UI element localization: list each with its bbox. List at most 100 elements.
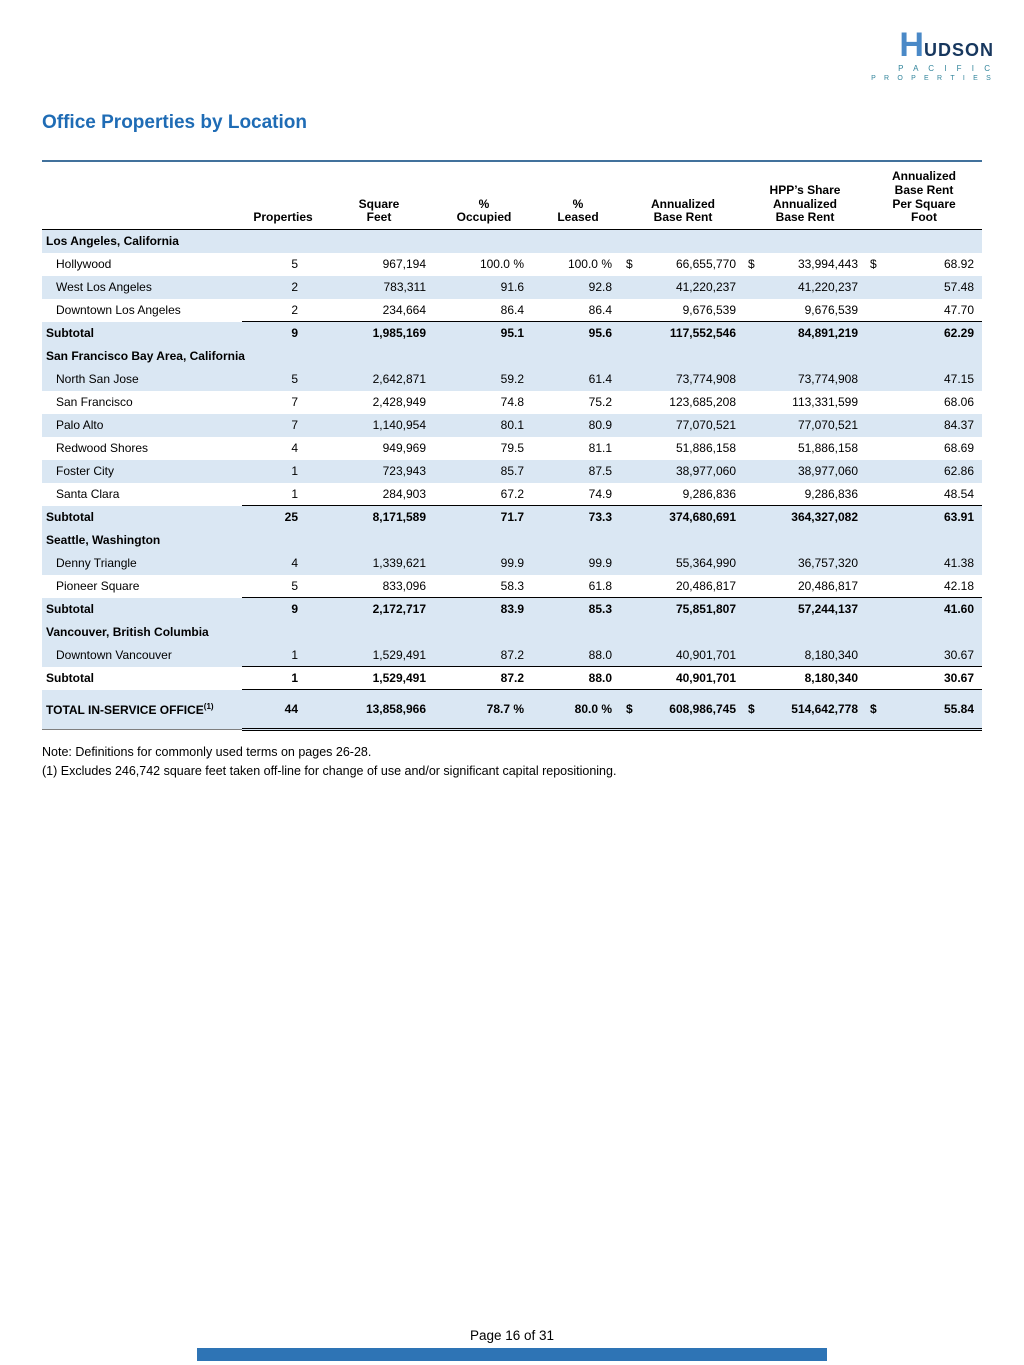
header-annualized-base-rent: Annualized Base Rent xyxy=(622,161,744,231)
cell-psf: 57.48 xyxy=(866,275,982,299)
cell-occupied: 83.9 xyxy=(434,597,534,621)
row-label: TOTAL IN-SERVICE OFFICE(1) xyxy=(42,689,242,730)
cell-hpp_abr: 57,244,137 xyxy=(744,597,866,621)
report-content: Office Properties by Location Properties… xyxy=(42,112,982,781)
row-label: Pioneer Square xyxy=(56,579,140,594)
page-number: Page 16 of 31 xyxy=(469,1328,555,1343)
section-label: Los Angeles, California xyxy=(42,229,982,253)
city-row: Denny Triangle 4 1,339,621 99.9 99.9 55,364,9… xyxy=(42,551,982,575)
cell-abr: 41,220,237 xyxy=(622,275,744,299)
dollar-sign: $ xyxy=(748,702,755,717)
row-label: San Francisco xyxy=(56,395,133,410)
office-properties-table: Properties Square Feet % Occupied % Leas… xyxy=(42,160,982,732)
cell-leased: 61.8 xyxy=(534,574,622,599)
logo-hudson-text: UDSON xyxy=(923,40,994,60)
row-label: Denny Triangle xyxy=(42,551,242,575)
row-label: Downtown Los Angeles xyxy=(56,303,181,318)
cell-properties: 1 xyxy=(242,666,324,691)
row-label: Hollywood xyxy=(56,257,112,272)
cell-hpp_abr: 41,220,237 xyxy=(744,275,866,299)
cell-leased: 88.0 xyxy=(534,666,622,691)
cell-psf: $68.92 xyxy=(870,257,974,272)
cell-leased: 75.2 xyxy=(588,395,612,410)
cell-psf: 41.38 xyxy=(866,551,982,575)
table-body: Los Angeles, California Hollywood 5 967,194… xyxy=(42,229,982,732)
cell-psf: 62.29 xyxy=(866,321,982,345)
cell-hpp_abr: 8,180,340 xyxy=(744,666,866,691)
cell-properties: 5 xyxy=(242,367,324,391)
dollar-sign: $ xyxy=(748,257,755,272)
cell-properties: 7 xyxy=(291,395,298,410)
cell-sqft: 2,172,717 xyxy=(324,597,434,621)
header-properties: Properties xyxy=(242,161,324,231)
cell-occupied: 86.4 xyxy=(434,298,534,323)
cell-psf: 63.91 xyxy=(866,505,982,529)
cell-properties: 2 xyxy=(242,275,324,299)
section-label: San Francisco Bay Area, California xyxy=(42,344,982,368)
cell-abr: 117,552,546 xyxy=(622,321,744,345)
cell-hpp_abr: 84,891,219 xyxy=(744,321,866,345)
city-row: Redwood Shores 4 949,969 79.5 81.1 51,886,158… xyxy=(42,437,982,460)
cell-leased: 74.9 xyxy=(534,482,622,507)
cell-abr: 9,676,539 xyxy=(622,298,744,323)
section-header-row: Seattle, Washington xyxy=(42,528,982,552)
cell-properties: 4 xyxy=(242,551,324,575)
row-label: Downtown Vancouver xyxy=(42,643,242,667)
cell-hpp_abr: 38,977,060 xyxy=(744,459,866,483)
cell-hpp_abr: $514,642,778 xyxy=(744,689,866,732)
dollar-sign: $ xyxy=(626,702,633,717)
cell-abr: $608,986,745 xyxy=(622,689,744,732)
cell-psf: 62.86 xyxy=(866,459,982,483)
cell-leased: 73.3 xyxy=(534,505,622,529)
cell-leased: 85.3 xyxy=(534,597,622,621)
logo-properties-text: P R O P E R T I E S xyxy=(871,75,994,82)
cell-occupied: 80.1 xyxy=(434,413,534,437)
dollar-sign: $ xyxy=(870,257,877,272)
cell-properties: 5 xyxy=(291,257,298,272)
cell-leased: 81.1 xyxy=(588,441,612,456)
cell-sqft: 723,943 xyxy=(324,459,434,483)
cell-properties: 5 xyxy=(242,574,324,599)
cell-sqft: 2,428,949 xyxy=(372,395,426,410)
cell-hpp_abr: 8,180,340 xyxy=(744,643,866,668)
city-row: Pioneer Square 5 833,096 58.3 61.8 20,486,817… xyxy=(42,574,982,599)
cell-properties: 9 xyxy=(242,597,324,621)
city-row: North San Jose 5 2,642,871 59.2 61.4 73,774,9… xyxy=(42,367,982,391)
cell-sqft: 833,096 xyxy=(324,574,434,599)
note-definitions: Note: Definitions for commonly used term… xyxy=(42,745,372,760)
footer-accent-bar xyxy=(197,1348,827,1361)
table-header: Properties Square Feet % Occupied % Leas… xyxy=(42,161,982,231)
cell-psf: 48.54 xyxy=(866,482,982,507)
cell-occupied: 58.3 xyxy=(434,574,534,599)
note-exclusion: (1) Excludes 246,742 square feet taken o… xyxy=(42,763,617,778)
cell-occupied: 95.1 xyxy=(434,321,534,345)
cell-leased: 80.0 % xyxy=(534,689,622,732)
cell-occupied: 99.9 xyxy=(434,551,534,575)
city-row: Foster City 1 723,943 85.7 87.5 38,977,060 38,… xyxy=(42,459,982,483)
cell-leased: 61.4 xyxy=(534,367,622,391)
header-row: Properties Square Feet % Occupied % Leas… xyxy=(42,161,982,231)
cell-abr: 75,851,807 xyxy=(622,597,744,621)
row-label: Palo Alto xyxy=(42,413,242,437)
row-label: West Los Angeles xyxy=(42,275,242,299)
cell-psf: 68.06 xyxy=(943,395,974,410)
cell-sqft: 13,858,966 xyxy=(324,689,434,732)
header-abr-per-square-foot: Annualized Base Rent Per Square Foot xyxy=(866,161,982,231)
cell-hpp_abr: 36,757,320 xyxy=(744,551,866,575)
cell-sqft: 234,664 xyxy=(324,298,434,323)
cell-psf: 30.67 xyxy=(866,643,982,668)
row-label: Subtotal xyxy=(46,671,94,686)
cell-psf: 47.70 xyxy=(866,298,982,323)
cell-abr: 38,977,060 xyxy=(622,459,744,483)
cell-hpp_abr: 9,286,836 xyxy=(744,482,866,507)
cell-sqft: 783,311 xyxy=(324,275,434,299)
cell-psf: 68.69 xyxy=(943,441,974,456)
cell-leased: 80.9 xyxy=(534,413,622,437)
city-row: West Los Angeles 2 783,311 91.6 92.8 41,220,2… xyxy=(42,275,982,299)
subtotal-row: Subtotal 25 8,171,589 71.7 73.3 374,680,691 36… xyxy=(42,505,982,529)
subtotal-row: Subtotal 9 1,985,169 95.1 95.6 117,552,546 84,… xyxy=(42,321,982,345)
cell-hpp_abr: 9,676,539 xyxy=(744,298,866,323)
logo-wordmark: H UDSON xyxy=(871,28,994,62)
section-label: Vancouver, British Columbia xyxy=(42,620,982,644)
cell-sqft: 1,140,954 xyxy=(324,413,434,437)
